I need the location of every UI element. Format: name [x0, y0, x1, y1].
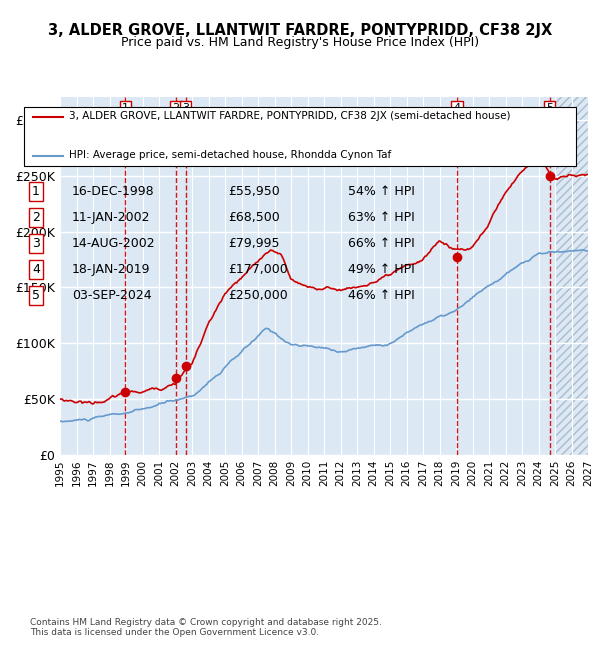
Text: 5: 5 — [32, 289, 40, 302]
Text: 03-SEP-2024: 03-SEP-2024 — [72, 289, 152, 302]
Text: HPI: Average price, semi-detached house, Rhondda Cynon Taf: HPI: Average price, semi-detached house,… — [69, 150, 391, 160]
Text: 3, ALDER GROVE, LLANTWIT FARDRE, PONTYPRIDD, CF38 2JX: 3, ALDER GROVE, LLANTWIT FARDRE, PONTYPR… — [48, 23, 552, 38]
Text: 3, ALDER GROVE, LLANTWIT FARDRE, PONTYPRIDD, CF38 2JX (semi-detached house): 3, ALDER GROVE, LLANTWIT FARDRE, PONTYPR… — [69, 111, 511, 121]
Text: 2: 2 — [32, 211, 40, 224]
Text: 5: 5 — [546, 103, 553, 113]
Text: 4: 4 — [32, 263, 40, 276]
Text: Price paid vs. HM Land Registry's House Price Index (HPI): Price paid vs. HM Land Registry's House … — [121, 36, 479, 49]
Text: £79,995: £79,995 — [228, 237, 280, 250]
Text: 1: 1 — [32, 185, 40, 198]
Text: 1: 1 — [122, 103, 129, 113]
Text: 46% ↑ HPI: 46% ↑ HPI — [348, 289, 415, 302]
Text: 3: 3 — [32, 237, 40, 250]
Text: £55,950: £55,950 — [228, 185, 280, 198]
Text: 63% ↑ HPI: 63% ↑ HPI — [348, 211, 415, 224]
Bar — [555, 98, 588, 455]
Text: Contains HM Land Registry data © Crown copyright and database right 2025.
This d: Contains HM Land Registry data © Crown c… — [30, 618, 382, 637]
Text: 54% ↑ HPI: 54% ↑ HPI — [348, 185, 415, 198]
Text: 11-JAN-2002: 11-JAN-2002 — [72, 211, 151, 224]
Text: 2: 2 — [172, 103, 179, 113]
Bar — [555, 98, 588, 455]
Text: £250,000: £250,000 — [228, 289, 288, 302]
Text: £177,000: £177,000 — [228, 263, 288, 276]
Text: 18-JAN-2019: 18-JAN-2019 — [72, 263, 151, 276]
Text: 4: 4 — [453, 103, 460, 113]
Text: 66% ↑ HPI: 66% ↑ HPI — [348, 237, 415, 250]
Text: 14-AUG-2002: 14-AUG-2002 — [72, 237, 155, 250]
Text: 16-DEC-1998: 16-DEC-1998 — [72, 185, 155, 198]
Text: 3: 3 — [182, 103, 189, 113]
Text: £68,500: £68,500 — [228, 211, 280, 224]
Text: 49% ↑ HPI: 49% ↑ HPI — [348, 263, 415, 276]
